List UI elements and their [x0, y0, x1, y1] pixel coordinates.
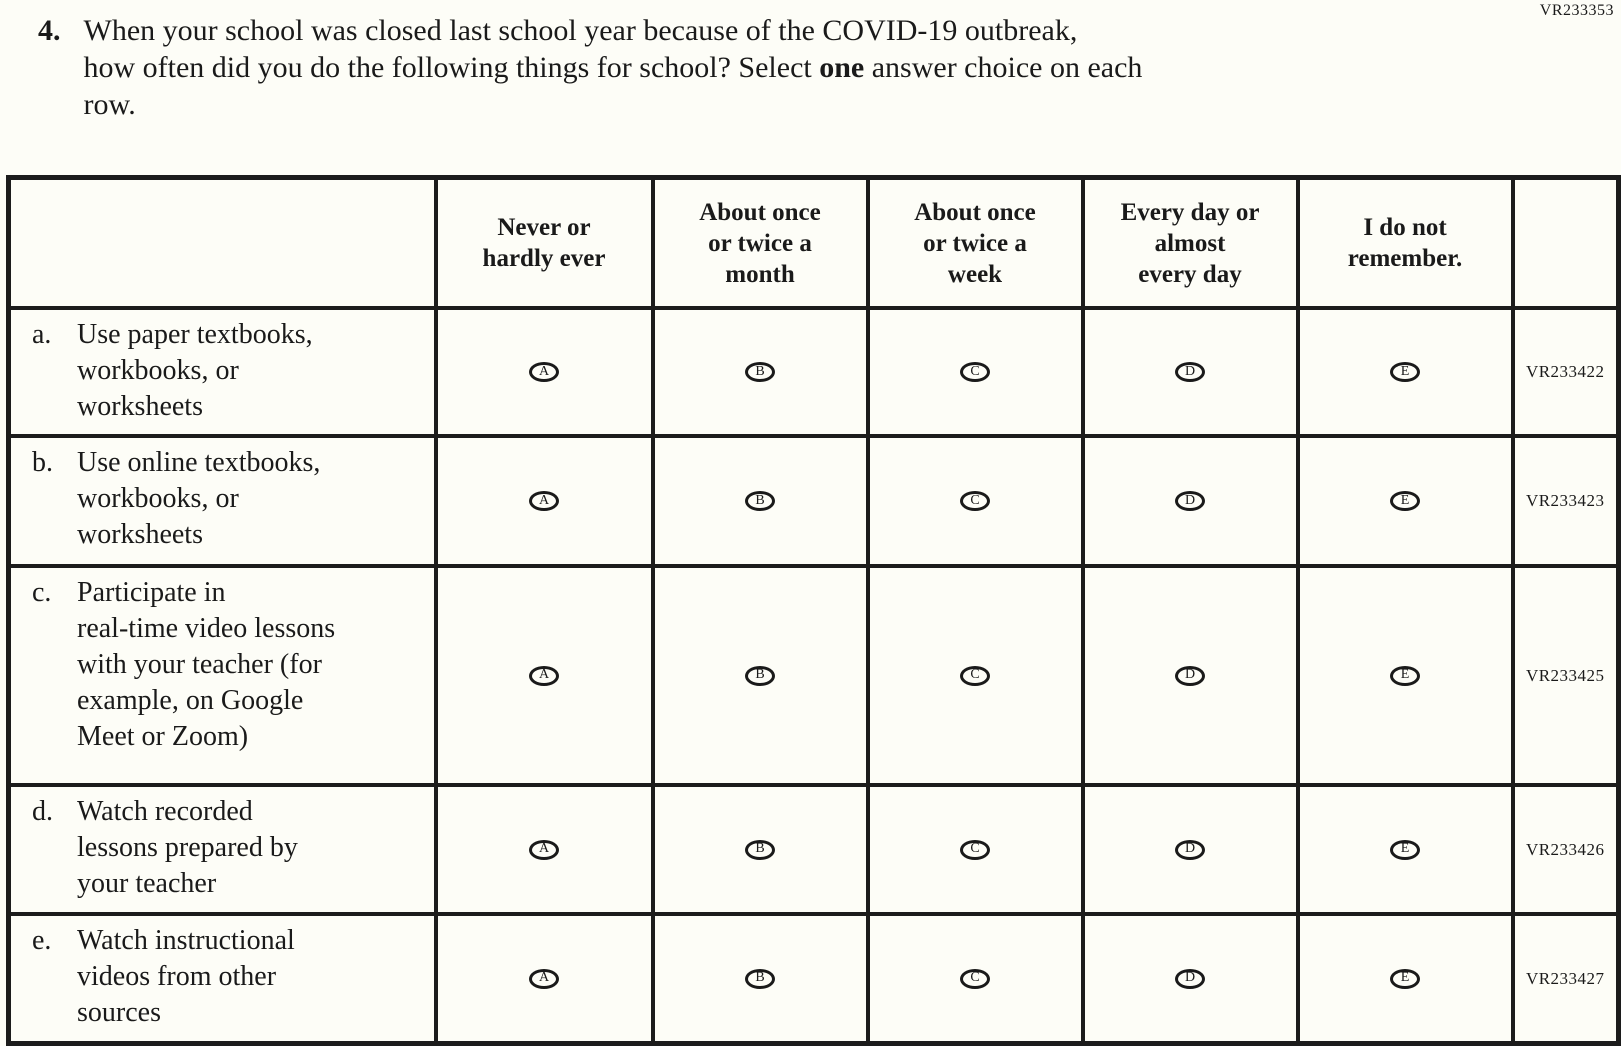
option-bubble-d-row-a[interactable]: D: [1175, 362, 1205, 383]
option-bubble-d-row-c[interactable]: D: [1175, 665, 1205, 686]
question-line-3: row.: [83, 88, 136, 121]
row-code: VR233427: [1510, 912, 1621, 1046]
question-block: 4. When your school was closed last scho…: [38, 12, 1142, 123]
header-never-or-hardly-ever: Never or hardly ever: [433, 175, 655, 310]
option-bubble-c-row-b[interactable]: C: [960, 491, 990, 512]
row-label-cell: e. Watch instructional videos from other…: [6, 912, 438, 1046]
row-text: Watch instructional videos from other so…: [77, 925, 295, 1028]
row-code: VR233422: [1510, 306, 1621, 438]
row-text: Participate in real-time video lessons w…: [77, 577, 336, 752]
option-bubble-d-row-d[interactable]: D: [1175, 839, 1205, 860]
question-line-2: how often did you do the following thing…: [84, 49, 1143, 86]
header-do-not-remember: I do not remember.: [1295, 175, 1515, 310]
row-text: Use online textbooks, workbooks, or work…: [77, 447, 321, 550]
option-bubble-e-row-a[interactable]: E: [1390, 362, 1420, 383]
row-letter: e.: [32, 925, 52, 956]
row-code: VR233426: [1510, 783, 1621, 916]
answer-grid-table: Never or hardly ever About once or twice…: [6, 175, 1621, 1046]
option-bubble-e-row-d[interactable]: E: [1390, 839, 1420, 860]
question-line-1: When your school was closed last school …: [83, 14, 1078, 47]
option-bubble-e-row-e[interactable]: E: [1390, 968, 1420, 989]
question-text: When your school was closed last school …: [84, 12, 1143, 123]
option-bubble-a-row-e[interactable]: A: [529, 968, 559, 989]
table-row-a: a. Use paper textbooks, workbooks, or wo…: [6, 306, 1621, 438]
row-letter: a.: [32, 319, 52, 350]
option-bubble-a-row-d[interactable]: A: [529, 839, 559, 860]
row-label-cell: c. Participate in real-time video lesson…: [6, 564, 438, 787]
table-row-e: e. Watch instructional videos from other…: [6, 912, 1621, 1046]
option-bubble-b-row-e[interactable]: B: [745, 968, 775, 989]
question-line-2-post: answer choice on each: [864, 51, 1143, 84]
table-row-d: d. Watch recorded lessons prepared by yo…: [6, 783, 1621, 916]
row-text: Use paper textbooks, workbooks, or works…: [77, 319, 313, 422]
row-letter: c.: [32, 577, 52, 608]
header-once-twice-week: About once or twice a week: [865, 175, 1085, 310]
option-bubble-c-row-e[interactable]: C: [960, 968, 990, 989]
row-code: VR233423: [1510, 434, 1621, 568]
option-bubble-c-row-c[interactable]: C: [960, 665, 990, 686]
option-bubble-a-row-a[interactable]: A: [529, 362, 559, 383]
row-label-cell: a. Use paper textbooks, workbooks, or wo…: [6, 306, 438, 438]
option-bubble-c-row-a[interactable]: C: [960, 362, 990, 383]
header-code-column: [1510, 175, 1621, 310]
row-label-cell: b. Use online textbooks, workbooks, or w…: [6, 434, 438, 568]
header-once-twice-month: About once or twice a month: [650, 175, 870, 310]
option-bubble-e-row-b[interactable]: E: [1390, 491, 1420, 512]
table-row-b: b. Use online textbooks, workbooks, or w…: [6, 434, 1621, 568]
question-line-2-pre: how often did you do the following thing…: [83, 51, 820, 84]
question-number: 4.: [38, 14, 61, 47]
option-bubble-b-row-b[interactable]: B: [745, 491, 775, 512]
option-bubble-b-row-c[interactable]: B: [745, 665, 775, 686]
option-bubble-c-row-d[interactable]: C: [960, 839, 990, 860]
row-letter: b.: [32, 447, 53, 478]
option-bubble-e-row-c[interactable]: E: [1390, 665, 1420, 686]
row-label-cell: d. Watch recorded lessons prepared by yo…: [6, 783, 438, 916]
option-bubble-a-row-c[interactable]: A: [529, 665, 559, 686]
row-text: Watch recorded lessons prepared by your …: [77, 796, 298, 899]
header-every-day: Every day or almost every day: [1080, 175, 1300, 310]
header-row: Never or hardly ever About once or twice…: [6, 175, 1621, 310]
question-emphasis-one: one: [819, 51, 865, 84]
header-blank: [6, 175, 438, 310]
row-letter: d.: [32, 796, 53, 827]
row-code: VR233425: [1510, 564, 1621, 787]
option-bubble-b-row-d[interactable]: B: [745, 839, 775, 860]
answer-grid-body: a. Use paper textbooks, workbooks, or wo…: [6, 306, 1621, 1046]
form-code: VR233353: [1539, 2, 1614, 19]
option-bubble-d-row-b[interactable]: D: [1175, 491, 1205, 512]
option-bubble-d-row-e[interactable]: D: [1175, 968, 1205, 989]
table-row-c: c. Participate in real-time video lesson…: [6, 564, 1621, 787]
option-bubble-b-row-a[interactable]: B: [745, 362, 775, 383]
option-bubble-a-row-b[interactable]: A: [529, 491, 559, 512]
